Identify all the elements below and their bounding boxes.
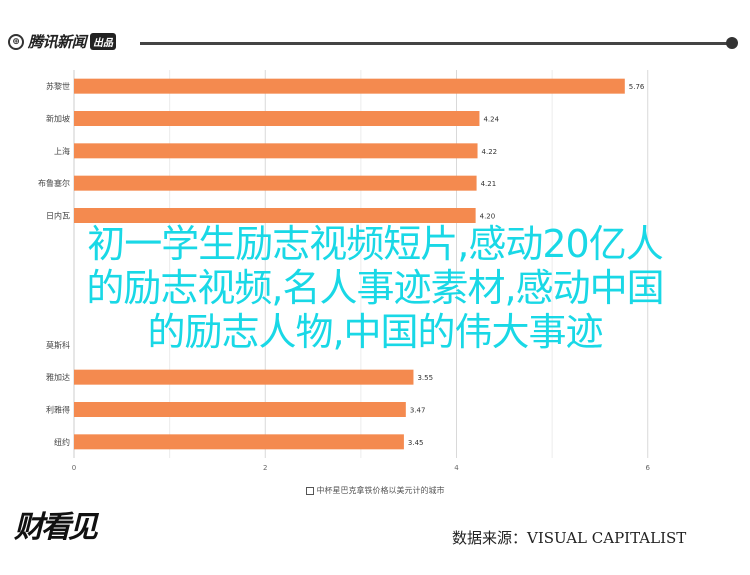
logo-tag: 出品	[90, 33, 117, 50]
x-tick-label: 4	[454, 464, 459, 472]
data-label: 3.55	[417, 374, 433, 382]
bar	[74, 402, 406, 417]
bar-chart: 0 2 4 6 苏黎世 5.76 新加坡 4.24 上海 4.22 布鲁塞尔 4.21 日内瓦 4.20 莫…	[38, 70, 651, 472]
logo: ⊕ 腾讯新闻 出品	[8, 31, 117, 52]
bar	[74, 175, 477, 191]
header-progress-knob[interactable]	[726, 37, 738, 49]
category-label: 新加坡	[46, 114, 70, 124]
overlay-line-1: 初一学生励志视频短片,感动20亿人	[87, 222, 663, 266]
category-label: 上海	[54, 146, 70, 156]
x-axis-label-wrap: 中杯星巴克拿铁价格以美元计的城市	[0, 485, 750, 496]
x-tick-label: 6	[646, 464, 651, 472]
bar	[74, 78, 625, 94]
category-label: 布鲁塞尔	[38, 178, 70, 188]
logo-name: 腾讯新闻	[28, 33, 87, 51]
brand-logo: 财看见	[14, 502, 98, 546]
bar	[74, 111, 480, 126]
category-label: 莫斯科	[46, 340, 70, 350]
category-label: 利雅得	[46, 405, 70, 415]
data-label: 4.20	[480, 213, 496, 221]
overlay-line-3: 的励志人物,中国的伟大事迹	[147, 310, 603, 354]
brand-name: 财看见	[14, 510, 98, 545]
legend-swatch-icon	[305, 486, 314, 495]
x-tick-label: 2	[263, 464, 267, 472]
data-label: 3.47	[410, 407, 426, 415]
bar	[74, 434, 404, 450]
bar	[74, 208, 476, 223]
data-label: 4.22	[482, 148, 498, 156]
fork-circle-icon: ⊕	[8, 33, 24, 50]
overlay-line-2: 的励志视频,名人事迹素材,感动中国	[86, 266, 664, 310]
data-label: 4.24	[483, 116, 499, 124]
category-label: 雅加达	[46, 372, 70, 382]
x-tick-label: 0	[72, 464, 76, 472]
bar	[74, 369, 414, 385]
data-label: 3.45	[408, 439, 424, 447]
overlay-title: 初一学生励志视频短片,感动20亿人 的励志视频,名人事迹素材,感动中国 的励志人…	[0, 222, 750, 354]
data-label: 4.21	[481, 180, 497, 188]
category-label: 日内瓦	[46, 211, 70, 221]
header-progress-line	[140, 42, 730, 45]
category-label: 苏黎世	[46, 81, 70, 91]
bar	[74, 143, 478, 159]
source-note: 数据来源：VISUAL CAPITALIST	[452, 529, 687, 547]
category-label: 纽约	[54, 437, 70, 447]
data-label: 5.76	[629, 83, 645, 91]
x-axis-label: 中杯星巴克拿铁价格以美元计的城市	[316, 486, 445, 495]
